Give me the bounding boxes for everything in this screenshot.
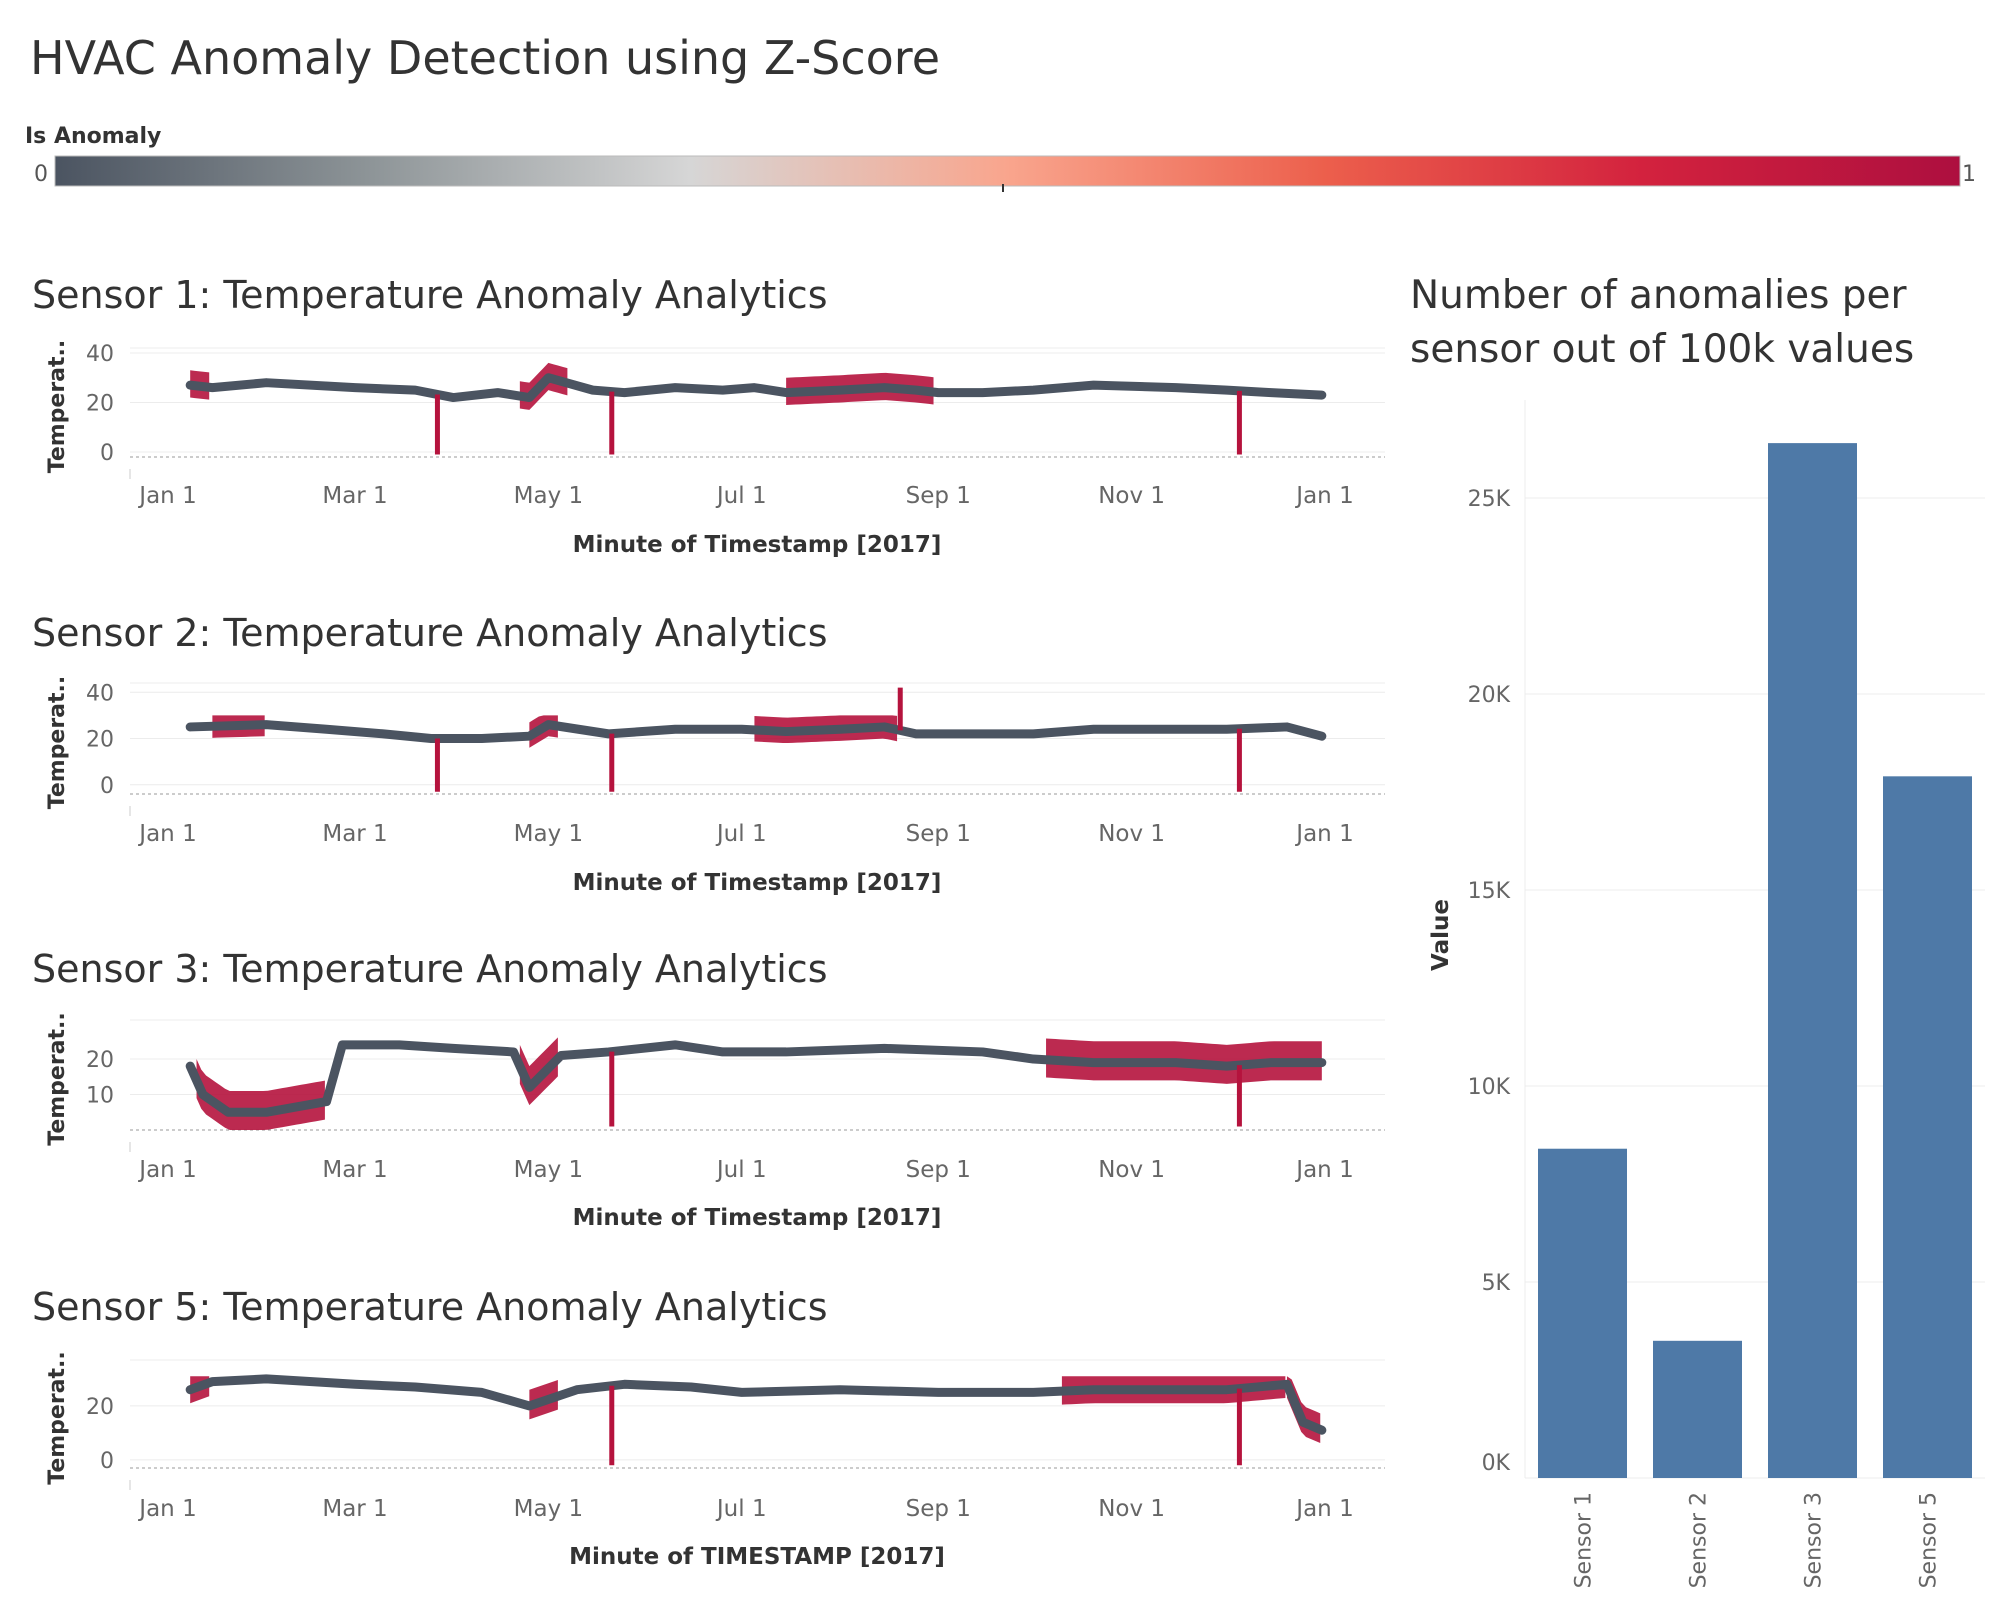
- y-tick-label: 20: [86, 1048, 114, 1073]
- temperature-line: [185, 720, 1327, 743]
- x-tick-label: May 1: [514, 1496, 584, 1522]
- x-tick-label: Jan 1: [1294, 1496, 1353, 1522]
- x-tick-label: Jan 1: [1294, 821, 1353, 847]
- dashboard-title: HVAC Anomaly Detection using Z-Score: [30, 31, 940, 85]
- chart-title: Sensor 3: Temperature Anomaly Analytics: [32, 947, 828, 991]
- bar-y-axis-label: Value: [1428, 899, 1454, 971]
- y-tick-label: 20: [86, 728, 114, 753]
- x-axis-label: Minute of Timestamp [2017]: [573, 532, 942, 558]
- bar-y-tick-label: 25K: [1468, 487, 1511, 512]
- anomaly-band: [196, 1059, 325, 1130]
- x-tick-label: Sep 1: [906, 483, 971, 509]
- x-axis-label: Minute of Timestamp [2017]: [573, 870, 942, 896]
- x-tick-label: Jan 1: [137, 821, 196, 847]
- x-tick-label: Sep 1: [906, 1157, 971, 1183]
- chart-title: Sensor 5: Temperature Anomaly Analytics: [32, 1285, 828, 1329]
- x-tick-label: Jan 1: [137, 483, 196, 509]
- sensor-line-charts: Sensor 1: Temperature Anomaly Analytics 0…: [32, 273, 1385, 1570]
- color-legend: Is Anomaly 0 1: [25, 124, 1976, 192]
- x-tick-label: Sep 1: [906, 1496, 971, 1522]
- bar-y-tick-label: 15K: [1468, 879, 1511, 904]
- bar-sensor-5: [1883, 776, 1972, 1478]
- y-tick-label: 10: [86, 1084, 114, 1109]
- bar-category-label: Sensor 3: [1802, 1492, 1827, 1588]
- x-tick-label: May 1: [514, 1157, 584, 1183]
- sensor-chart-1: Sensor 1: Temperature Anomaly Analytics 0…: [32, 273, 1385, 558]
- x-tick-label: May 1: [514, 821, 584, 847]
- bar-sensor-2: [1653, 1340, 1742, 1478]
- x-tick-label: Mar 1: [322, 1496, 387, 1522]
- y-axis-label: Temperat..: [45, 676, 70, 810]
- temperature-line: [185, 1040, 1327, 1117]
- x-tick-label: Jul 1: [715, 821, 767, 847]
- bar-y-tick-label: 10K: [1468, 1075, 1511, 1100]
- y-tick-label: 0: [100, 774, 114, 799]
- y-tick-label: 40: [86, 342, 114, 367]
- sensor-chart-3: Sensor 3: Temperature Anomaly Analytics 1…: [32, 947, 1385, 1231]
- y-tick-label: 0: [100, 1449, 114, 1474]
- legend-max-label: 1: [1962, 162, 1976, 187]
- bar-chart-title-line: sensor out of 100k values: [1410, 327, 1914, 372]
- x-tick-label: Jul 1: [715, 1496, 767, 1522]
- bar-sensor-1: [1538, 1148, 1627, 1478]
- bar-chart-title-line: Number of anomalies per: [1410, 273, 1908, 318]
- y-tick-label: 40: [86, 681, 114, 706]
- x-tick-label: Jan 1: [137, 1496, 196, 1522]
- y-axis-label: Temperat..: [45, 1351, 70, 1485]
- x-axis-label: Minute of Timestamp [2017]: [573, 1205, 942, 1231]
- x-axis-label: Minute of TIMESTAMP [2017]: [569, 1544, 945, 1570]
- x-tick-label: Mar 1: [322, 483, 387, 509]
- y-tick-label: 0: [100, 441, 114, 466]
- legend-color-bar: [54, 155, 1961, 187]
- bar-y-tick-label: 0K: [1482, 1451, 1511, 1476]
- bar-category-label: Sensor 1: [1572, 1492, 1597, 1588]
- x-tick-label: Nov 1: [1098, 1496, 1165, 1522]
- y-axis-label: Temperat..: [45, 340, 70, 474]
- x-tick-label: Jul 1: [715, 483, 767, 509]
- x-tick-label: Nov 1: [1098, 483, 1165, 509]
- x-tick-label: Nov 1: [1098, 821, 1165, 847]
- x-tick-label: Mar 1: [322, 1157, 387, 1183]
- bar-sensor-3: [1768, 443, 1857, 1478]
- bar-category-label: Sensor 5: [1917, 1492, 1942, 1588]
- legend-title: Is Anomaly: [25, 124, 161, 149]
- temperature-line: [185, 373, 1327, 403]
- x-tick-label: Nov 1: [1098, 1157, 1165, 1183]
- x-tick-label: Jan 1: [1294, 1157, 1353, 1183]
- x-tick-label: Jan 1: [137, 1157, 196, 1183]
- y-tick-label: 20: [86, 392, 114, 417]
- chart-title: Sensor 1: Temperature Anomaly Analytics: [32, 273, 828, 317]
- sensor-chart-4: Sensor 5: Temperature Anomaly Analytics 0…: [32, 1285, 1385, 1570]
- x-tick-label: Jul 1: [715, 1157, 767, 1183]
- x-tick-label: Jan 1: [1294, 483, 1353, 509]
- temperature-line: [185, 1374, 1327, 1435]
- y-tick-label: 20: [86, 1395, 114, 1420]
- x-tick-label: May 1: [514, 483, 584, 509]
- bar-category-label: Sensor 2: [1687, 1492, 1712, 1588]
- bar-y-tick-label: 5K: [1482, 1271, 1511, 1296]
- bar-y-tick-label: 20K: [1468, 683, 1511, 708]
- chart-title: Sensor 2: Temperature Anomaly Analytics: [32, 611, 828, 655]
- anomaly-count-bar-chart: Number of anomalies per sensor out of 100…: [1410, 273, 1985, 1588]
- sensor-chart-2: Sensor 2: Temperature Anomaly Analytics 0…: [32, 611, 1385, 896]
- y-axis-label: Temperat..: [45, 1012, 70, 1146]
- legend-min-label: 0: [34, 162, 48, 187]
- x-tick-label: Sep 1: [906, 821, 971, 847]
- x-tick-label: Mar 1: [322, 821, 387, 847]
